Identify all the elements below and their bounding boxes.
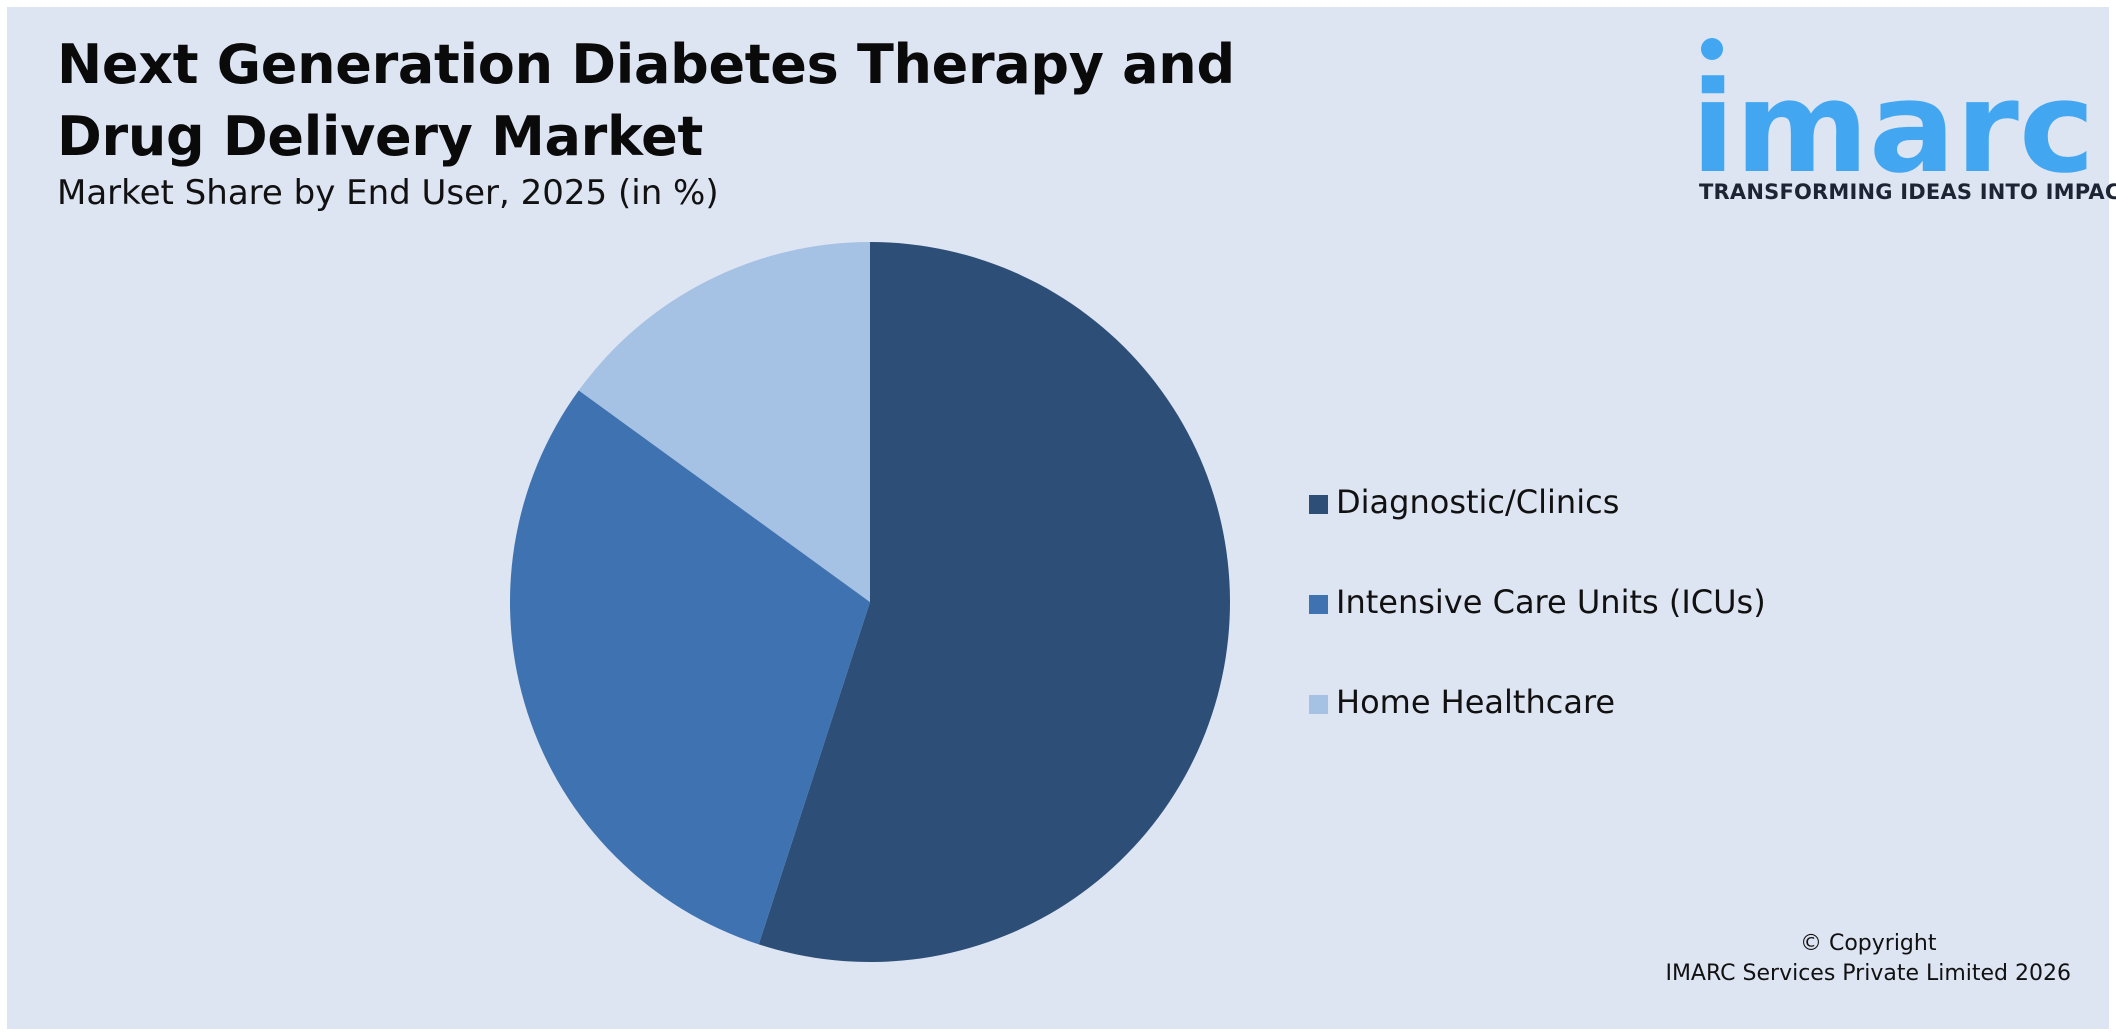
imarc-wordmark: imarc	[1691, 38, 2095, 179]
copyright-line-2: IMARC Services Private Limited 2026	[1665, 961, 2071, 986]
chart-subtitle: Market Share by End User, 2025 (in %)	[57, 173, 719, 213]
legend-swatch	[1309, 495, 1328, 514]
pie-slice-intensive-care-units-icus	[509, 390, 870, 945]
legend-label: Diagnostic/Clinics	[1336, 483, 1620, 521]
legend-label: Home Healthcare	[1336, 683, 1616, 721]
legend-label: Intensive Care Units (ICUs)	[1336, 583, 1766, 621]
pie-slice-diagnostic-clinics	[758, 242, 1230, 962]
chart-title: Next Generation Diabetes Therapy and Dru…	[57, 33, 1235, 168]
legend-swatch	[1309, 695, 1328, 714]
copyright-notice: © Copyright IMARC Services Private Limit…	[1665, 929, 2071, 989]
logo-dot	[1701, 38, 1723, 60]
logo-tagline: TRANSFORMING IDEAS INTO IMPACT	[1699, 180, 2116, 204]
legend-swatch	[1309, 595, 1328, 614]
pie-slice-home-healthcare	[578, 242, 870, 602]
chart-canvas: Next Generation Diabetes Therapy and Dru…	[7, 7, 2116, 1029]
logo-wordmark-text: imarc	[1691, 54, 2095, 179]
copyright-line-1: © Copyright	[1799, 931, 1937, 956]
pie-chart	[509, 242, 1230, 962]
imarc-logo: imarc TRANSFORMING IDEAS INTO IMPACT	[1691, 29, 2116, 209]
